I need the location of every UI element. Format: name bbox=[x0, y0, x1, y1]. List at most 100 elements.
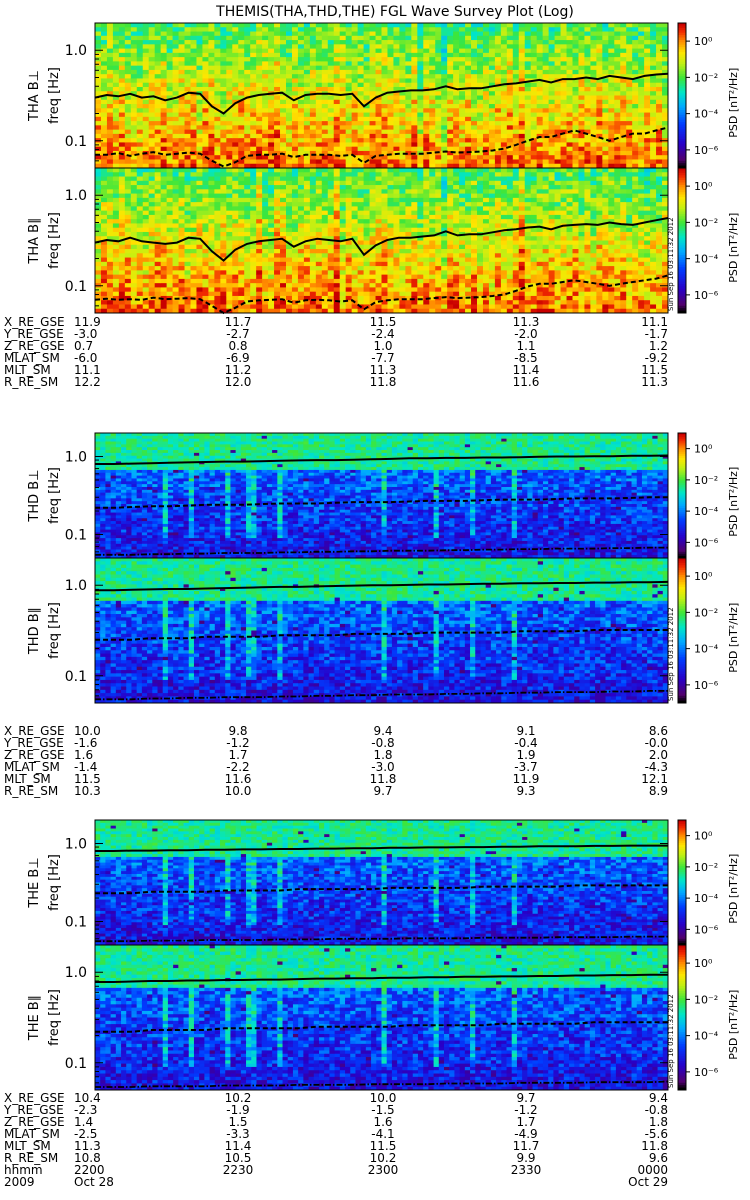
heatmap-cell bbox=[340, 32, 346, 37]
heatmap-cell bbox=[352, 121, 358, 126]
heatmap-cell bbox=[191, 74, 197, 79]
heatmap-cell bbox=[161, 215, 167, 220]
heatmap-cell bbox=[119, 206, 125, 211]
heatmap-cell bbox=[274, 270, 280, 275]
heatmap-cell bbox=[507, 40, 513, 45]
heatmap-cell bbox=[131, 292, 137, 297]
heatmap-cell bbox=[268, 168, 274, 173]
heatmap-cell bbox=[274, 121, 280, 126]
heatmap-cell bbox=[155, 66, 161, 71]
heatmap-cell bbox=[161, 66, 167, 71]
heatmap-cell bbox=[173, 198, 179, 203]
heatmap-cell bbox=[107, 292, 113, 297]
heatmap-cell bbox=[238, 66, 244, 71]
heatmap-cell bbox=[602, 100, 608, 105]
heatmap-cell bbox=[119, 172, 125, 177]
heatmap-cell bbox=[376, 202, 382, 207]
heatmap-cell bbox=[310, 117, 316, 122]
heatmap-cell bbox=[328, 121, 334, 126]
heatmap-cell bbox=[155, 91, 161, 96]
heatmap-cell bbox=[310, 215, 316, 220]
heatmap-cell bbox=[531, 23, 537, 28]
heatmap-cell bbox=[173, 100, 179, 105]
heatmap-cell bbox=[549, 70, 555, 75]
heatmap-cell bbox=[393, 142, 399, 147]
heatmap-cell bbox=[334, 262, 340, 267]
heatmap-cell bbox=[644, 117, 650, 122]
heatmap-cell bbox=[346, 66, 352, 71]
heatmap-cell bbox=[167, 70, 173, 75]
heatmap-cell bbox=[173, 53, 179, 58]
heatmap-cell bbox=[501, 130, 507, 135]
heatmap-cell bbox=[113, 185, 119, 190]
heatmap-cell bbox=[238, 70, 244, 75]
heatmap-cell bbox=[101, 215, 107, 220]
heatmap-cell bbox=[650, 113, 656, 118]
heatmap-cell bbox=[304, 279, 310, 284]
heatmap-cell bbox=[268, 249, 274, 254]
heatmap-cell bbox=[519, 104, 525, 109]
heatmap-cell bbox=[322, 130, 328, 135]
heatmap-cell bbox=[191, 121, 197, 126]
heatmap-cell bbox=[352, 23, 358, 28]
heatmap-cell bbox=[429, 36, 435, 41]
heatmap-cell bbox=[477, 83, 483, 88]
heatmap-cell bbox=[196, 287, 202, 292]
heatmap-cell bbox=[143, 40, 149, 45]
heatmap-cell bbox=[328, 142, 334, 147]
heatmap-cell bbox=[567, 66, 573, 71]
heatmap-cell bbox=[113, 61, 119, 66]
heatmap-cell bbox=[358, 258, 364, 263]
heatmap-cell bbox=[232, 134, 238, 139]
heatmap-cell bbox=[376, 270, 382, 275]
heatmap-cell bbox=[644, 104, 650, 109]
heatmap-cell bbox=[382, 61, 388, 66]
heatmap-cell bbox=[352, 44, 358, 49]
heatmap-cell bbox=[274, 44, 280, 49]
heatmap-cell bbox=[131, 232, 137, 237]
heatmap-cell bbox=[387, 130, 393, 135]
heatmap-cell bbox=[196, 87, 202, 92]
heatmap-cell bbox=[644, 142, 650, 147]
heatmap-cell bbox=[346, 215, 352, 220]
heatmap-cell bbox=[137, 113, 143, 118]
heatmap-cell bbox=[483, 159, 489, 164]
heatmap-cell bbox=[95, 49, 101, 54]
heatmap-cell bbox=[167, 266, 173, 271]
heatmap-cell bbox=[334, 296, 340, 301]
heatmap-cell bbox=[107, 23, 113, 28]
heatmap-cell bbox=[370, 283, 376, 288]
heatmap-cell bbox=[286, 198, 292, 203]
heatmap-cell bbox=[376, 215, 382, 220]
heatmap-cell bbox=[334, 168, 340, 173]
heatmap-cell bbox=[620, 23, 626, 28]
heatmap-cell bbox=[268, 215, 274, 220]
heatmap-cell bbox=[531, 87, 537, 92]
heatmap-cell bbox=[101, 23, 107, 28]
heatmap-cell bbox=[387, 53, 393, 58]
heatmap-cell bbox=[477, 70, 483, 75]
heatmap-cell bbox=[161, 155, 167, 160]
heatmap-cell bbox=[417, 61, 423, 66]
heatmap-cell bbox=[364, 266, 370, 271]
heatmap-cell bbox=[358, 241, 364, 246]
heatmap-cell bbox=[501, 44, 507, 49]
heatmap-cell bbox=[250, 253, 256, 258]
heatmap-cell bbox=[238, 44, 244, 49]
heatmap-cell bbox=[561, 96, 567, 101]
heatmap-cell bbox=[179, 270, 185, 275]
heatmap-cell bbox=[268, 147, 274, 152]
heatmap-cell bbox=[346, 185, 352, 190]
heatmap-cell bbox=[179, 100, 185, 105]
heatmap-cell bbox=[292, 202, 298, 207]
heatmap-cell bbox=[656, 134, 662, 139]
heatmap-cell bbox=[328, 185, 334, 190]
heatmap-cell bbox=[459, 134, 465, 139]
heatmap-cell bbox=[196, 159, 202, 164]
heatmap-cell bbox=[334, 96, 340, 101]
heatmap-cell bbox=[179, 53, 185, 58]
heatmap-cell bbox=[280, 202, 286, 207]
heatmap-cell bbox=[352, 228, 358, 233]
heatmap-cell bbox=[352, 49, 358, 54]
heatmap-cell bbox=[638, 61, 644, 66]
